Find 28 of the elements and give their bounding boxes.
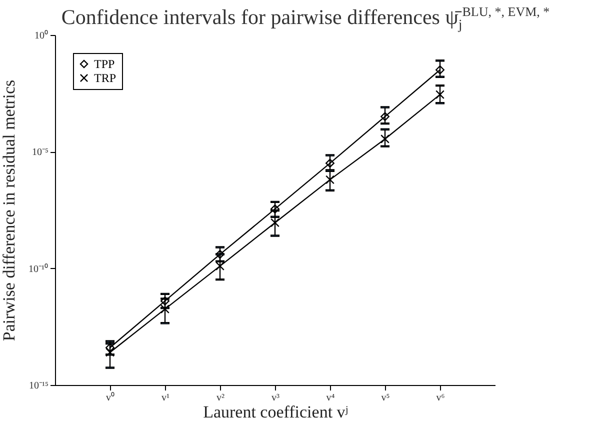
y-tick-label: 10⁻⁵ <box>32 147 48 158</box>
point <box>326 175 334 184</box>
point <box>380 134 390 144</box>
x-tick-label: v² <box>216 392 224 404</box>
point <box>216 250 224 259</box>
point <box>436 90 444 100</box>
x-tick-label: v³ <box>272 392 280 404</box>
x-tick-label: v⁵ <box>381 392 390 404</box>
point <box>160 304 170 314</box>
point <box>160 296 170 306</box>
x-axis-title: Laurent coefficient vʲ <box>203 402 348 422</box>
x-tick-label: v¹ <box>162 392 170 404</box>
point <box>270 218 280 228</box>
y-tick-label: 10⁻¹⁰ <box>28 262 48 275</box>
point <box>436 65 444 74</box>
point <box>380 112 390 122</box>
point <box>216 262 224 271</box>
y-axis-title: Pairwise difference in residual metrics <box>0 80 18 342</box>
point <box>106 348 114 357</box>
point <box>270 204 280 214</box>
y-tick-label: 10⁻¹⁵ <box>29 380 48 392</box>
point <box>326 158 334 168</box>
legend-label: TRP <box>94 71 116 85</box>
x-tick-label: v⁶ <box>436 392 446 404</box>
x-tick-label: v⁰ <box>106 392 115 404</box>
x-tick-label: v⁴ <box>326 392 336 404</box>
y-tick-label: 10⁰ <box>34 30 48 42</box>
legend-label: TPP <box>94 57 116 71</box>
